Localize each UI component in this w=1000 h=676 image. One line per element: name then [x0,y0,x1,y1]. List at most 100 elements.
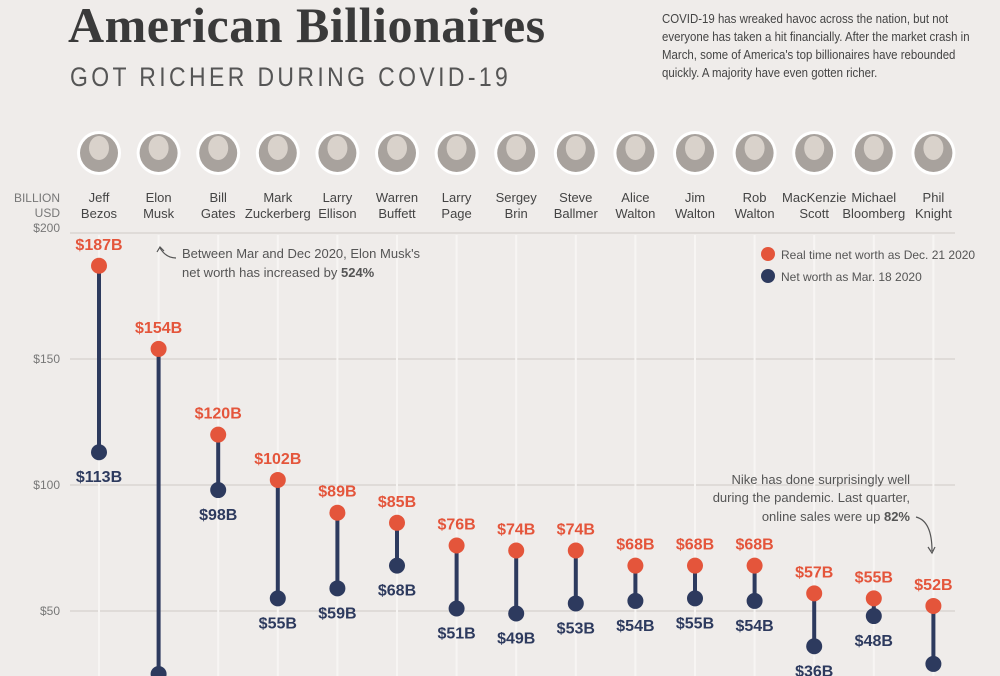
person-first-name: Warren [376,190,418,205]
portrait-head [89,136,109,160]
dec-value-label: $68B [735,537,773,554]
dec-dot [627,557,644,574]
dec-dot [746,557,763,574]
dec-dot [567,542,584,559]
annotation-text: online sales were up [762,509,884,524]
arrowhead-icon [156,246,165,253]
person-first-name: MacKenzie [782,190,846,205]
portrait-head [744,136,765,160]
person-first-name: Jim [685,190,705,205]
mar-dot [627,592,644,609]
person-first-name: Sergey [496,190,538,205]
mar-value-label: $49B [497,631,535,648]
mar-dot [806,638,823,655]
dec-dot [925,597,942,614]
annotation-line: during the pandemic. Last quarter, [713,490,910,505]
dec-value-label: $68B [616,537,654,554]
dec-dot [150,340,167,357]
page-subtitle: GOT RICHER DURING COVID-19 [70,62,512,92]
dec-value-label: $85B [378,494,416,511]
annotation-highlight: 524% [341,265,375,280]
dec-value-label: $187B [75,237,122,254]
portrait-head [625,136,646,160]
mar-dot [448,600,465,617]
mar-dot [865,608,882,625]
mar-dot [150,666,167,676]
mar-value-label: $68B [378,583,416,600]
person-first-name: Jeff [89,190,110,205]
annotation-line: Between Mar and Dec 2020, Elon Musk's [182,246,421,261]
person-first-name: Michael [851,190,896,205]
mar-dot [210,482,227,499]
portrait-head [804,136,825,160]
person-first-name: Rob [743,190,767,205]
mar-value-label: $54B [616,618,654,635]
person-last-name: Bloomberg [842,206,905,221]
mar-value-label: $36B [795,663,833,676]
y-tick-label: $150 [33,352,60,366]
mar-dot [746,592,763,609]
portrait-head [923,136,944,160]
person-last-name: Musk [143,206,175,221]
portrait-head [267,136,288,160]
mar-dot [91,444,107,461]
person-last-name: Ballmer [554,206,599,221]
dec-value-label: $74B [497,522,535,539]
dec-value-label: $120B [195,406,242,423]
arrow-icon [915,516,933,552]
dec-value-label: $102B [254,451,301,468]
portrait-head [446,136,467,160]
dec-dot [91,257,107,274]
dec-dot [865,590,882,607]
portrait-head [148,136,169,160]
person-last-name: Gates [201,206,236,221]
mar-value-label: $55B [676,615,714,632]
annotation-text: net worth has increased by [182,265,341,280]
person-first-name: Steve [559,190,592,205]
person-first-name: Elon [146,190,172,205]
dec-dot [508,542,525,559]
dec-dot [448,537,465,554]
portrait-head [506,136,527,160]
person-last-name: Walton [735,206,775,221]
person-last-name: Ellison [318,206,356,221]
person-last-name: Walton [675,206,715,221]
legend-dec-swatch [761,247,775,261]
mar-dot [508,605,525,622]
y-tick-label: $100 [33,478,60,492]
dec-dot [687,557,703,574]
mar-value-label: $113B [76,469,122,486]
annotation-highlight: 82% [884,509,910,524]
mar-dot [389,557,405,574]
annotation-line: Nike has done surprisingly well [732,472,911,487]
person-first-name: Mark [263,190,292,205]
legend-dec-label: Real time net worth as Dec. 21 2020 [781,248,975,262]
portrait-head [565,136,586,160]
annotation-line: online sales were up 82% [762,509,911,524]
person-first-name: Bill [210,190,227,205]
mar-dot [687,590,703,607]
dec-dot [269,471,286,488]
dec-value-label: $52B [914,577,952,594]
person-last-name: Buffett [378,206,416,221]
mar-value-label: $98B [199,507,237,524]
mar-value-label: $53B [557,620,595,637]
person-last-name: Knight [915,206,952,221]
portrait-head [387,136,407,160]
person-last-name: Scott [799,206,829,221]
mar-value-label: $55B [259,615,297,632]
legend-mar-swatch [761,269,775,283]
dec-dot [806,585,823,602]
dec-dot [329,504,346,521]
mar-dot [567,595,584,612]
dec-value-label: $68B [676,537,714,554]
mar-dot [925,655,942,672]
intro-text: COVID-19 has wreaked havoc across the na… [662,11,970,80]
person-last-name: Bezos [81,206,118,221]
y-tick-label: $50 [40,604,60,618]
mar-value-label: $54B [735,618,773,635]
person-first-name: Alice [621,190,649,205]
person-last-name: Brin [505,206,528,221]
person-last-name: Page [441,206,471,221]
